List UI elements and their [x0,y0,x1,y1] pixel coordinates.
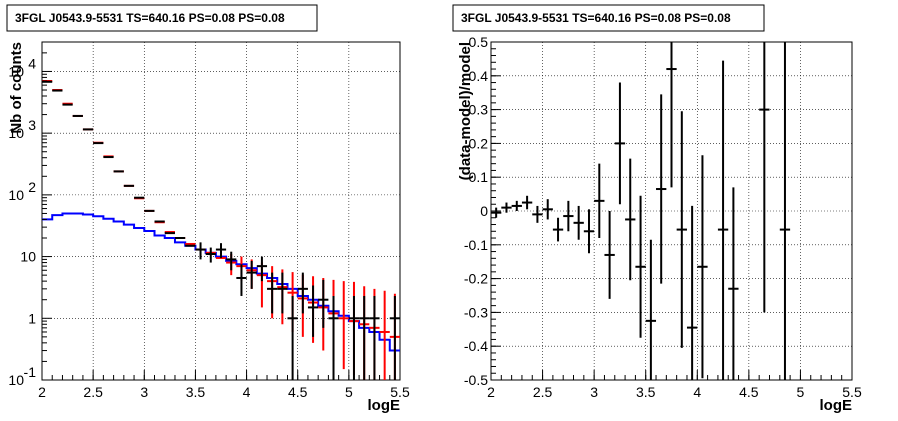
right-series-0-point [594,163,605,239]
right-series-0-point [614,82,626,205]
right-series-0-point [686,205,698,380]
right-y-tick-label: 0.2 [469,135,489,151]
right-series-0-point [521,195,533,210]
left-x-tick-label: 4 [243,384,251,400]
left-series-2-point [226,251,237,271]
left-y-tick-exponent: 3 [28,117,36,133]
left-x-tick-label: 4.5 [288,384,308,400]
left-x-tick-label: 2.5 [83,384,103,400]
right-x-tick-label: 5.5 [842,384,862,400]
left-y-tick-label: 10 [8,63,24,79]
left-x-tick-label: 3.5 [186,384,206,400]
left-x-tick-label: 2 [38,384,46,400]
right-series-0-point [625,158,636,281]
right-series-0-point [697,155,708,379]
left-model-step-line [42,212,400,352]
right-x-tick-label: 2 [487,384,495,400]
left-series-2-point [348,295,360,380]
right-series-0-point [728,187,739,380]
right-series-0-point [532,205,543,223]
left-y-tick-exponent: 4 [28,55,36,71]
right-x-tick-label: 4.5 [739,384,759,400]
right-panel: 2 2.5 3 3.5 4 4.5 5 5.5 -0.5 -0.4 -0.3 -0.2 -0.1 0 0.1… [449,0,898,421]
left-series-2-point [195,242,206,260]
left-series-2-point [389,295,400,380]
left-y-tick-label: 10 [20,249,36,265]
right-series-0-point [583,209,595,254]
right-series-0-point [779,42,791,380]
left-y-tick-label: 10 [8,187,24,203]
left-series-2-point [359,295,370,380]
right-series-0-point [635,195,646,338]
right-series-0-point [542,199,553,220]
right-y-tick-label: 0.5 [469,34,489,50]
left-y-tick-exponent: -1 [24,364,37,380]
left-title-box [6,4,318,32]
left-series-2-point [369,295,380,380]
right-x-tick-label: 2.5 [533,384,553,400]
left-series-2-point [205,247,216,263]
left-marks [42,80,400,380]
left-plot-frame [41,41,401,381]
right-y-tick-label: 0.3 [469,102,489,118]
left-x-axis-label: logE [368,397,401,414]
left-series-2-point [328,295,339,380]
right-y-tick-label: -0.5 [464,372,488,388]
left-chart-title: 3FGL J0543.9-5531 TS=640.16 PS=0.08 PS=0… [15,11,285,25]
left-series-2-point [307,285,319,337]
right-axis-ticks: 2 2.5 3 3.5 4 4.5 5 5.5 -0.5 -0.4 -0.3 -0.2 -0.1 0 0.1… [464,34,862,400]
left-series-2-point [277,272,288,314]
right-marks [491,42,791,380]
left-series-2-point [215,243,227,258]
right-y-tick-label: -0.4 [464,338,488,354]
right-y-tick-label: -0.2 [464,271,488,287]
left-series-1-point [338,281,349,370]
right-x-tick-label: 4 [693,384,701,400]
right-y-tick-label: -0.1 [464,237,488,253]
right-y-tick-label: -0.3 [464,304,488,320]
left-y-tick-label: 1 [28,310,36,326]
left-x-tick-label: 5 [345,384,353,400]
left-y-axis-label: Nb of counts [8,42,25,134]
right-series-0-point [563,200,574,232]
right-x-tick-label: 3 [590,384,598,400]
right-y-axis-label: (data-model)/model [457,42,474,180]
right-series-0-point [656,94,667,284]
left-series-2-point [287,295,298,380]
right-series-0-point [604,211,615,299]
right-series-0-point [552,217,564,242]
right-series-0-point [491,207,502,218]
left-y-tick-exponent: 2 [28,179,36,195]
right-series-0-point [645,239,657,380]
right-chart-title: 3FGL J0543.9-5531 TS=640.16 PS=0.08 PS=0… [461,11,731,25]
right-x-tick-label: 3.5 [636,384,656,400]
right-series-0-point [511,200,522,211]
left-y-tick-label: 10 [8,125,24,141]
right-x-axis-label: logE [820,397,853,414]
left-x-tick-label: 3 [140,384,148,400]
right-title-box [452,4,765,32]
right-series-0-point [666,42,677,188]
left-series-1-point [379,290,390,380]
left-series-2-point [236,264,247,296]
right-series-0-point [676,111,687,348]
right-series-0-point [573,205,584,240]
left-x-tick-label: 5.5 [390,384,410,400]
left-series-2-point [267,272,278,314]
right-y-tick-label: 0 [480,203,488,219]
right-y-tick-label: 0.4 [469,68,489,84]
right-series-0-point [717,60,729,380]
right-x-tick-label: 5 [797,384,805,400]
left-series-2-point [297,272,308,314]
right-series-0-point [501,202,512,213]
left-y-tick-label: 10 [8,372,24,388]
left-series-2-point [318,279,329,328]
left-series-2-point [256,256,268,282]
left-series-2-point [246,260,257,289]
right-y-tick-label: 0.1 [469,169,489,185]
right-series-0-point [759,42,770,313]
